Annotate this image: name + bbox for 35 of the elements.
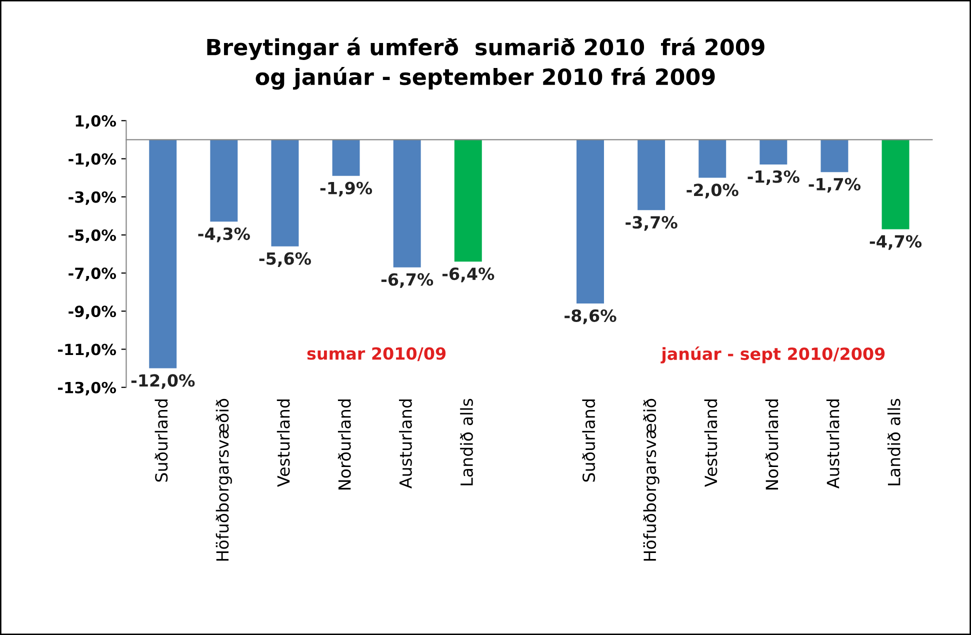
data-label: -1,3% xyxy=(748,170,800,186)
data-label: -8,6% xyxy=(564,309,616,324)
data-label: -3,7% xyxy=(626,216,678,231)
y-tick-label: 1,0% xyxy=(76,115,116,129)
x-tick-label: Suðurland xyxy=(154,400,168,482)
data-label: -5,6% xyxy=(259,252,312,267)
y-tick-label: -1,0% xyxy=(68,153,116,167)
x-tick-label: Norðurland xyxy=(765,400,778,490)
data-label: -6,7% xyxy=(381,273,434,288)
y-tick-label: -7,0% xyxy=(68,268,116,282)
y-tick-label: -13,0% xyxy=(58,382,116,396)
x-tick-label: Landið alls xyxy=(887,398,900,486)
y-tick-label: -9,0% xyxy=(68,306,116,320)
x-tick-label: Austurland xyxy=(826,400,840,488)
data-label: -4,3% xyxy=(198,227,250,242)
annotation: sumar 2010/09 xyxy=(307,347,446,362)
x-tick-label: Vesturland xyxy=(704,400,718,487)
y-tick-label: -3,0% xyxy=(68,191,116,205)
annotation: janúar - sept 2010/2009 xyxy=(660,346,885,364)
y-tick-label: -11,0% xyxy=(58,344,116,358)
x-tick-label: Vesturland xyxy=(276,400,290,487)
chart-title: Breytingar á umferð sumarið 2010 frá 2009 og janúar - september 2010 frá 2009 xyxy=(207,37,764,90)
data-label: -4,7% xyxy=(870,235,922,250)
data-label: -12,0% xyxy=(131,374,195,389)
x-tick-label: Austurland xyxy=(399,400,412,488)
x-tick-label: Landið alls xyxy=(460,398,473,486)
data-label: -1,9% xyxy=(320,182,372,196)
x-tick-label: Norðurland xyxy=(338,400,351,490)
x-tick-label: Höfuðborgarsvæðið xyxy=(216,398,232,561)
data-label: -6,4% xyxy=(442,267,494,282)
x-tick-label: Suðurland xyxy=(582,400,596,482)
x-tick-label: Höfuðborgarsvæðið xyxy=(643,398,660,561)
data-label: -1,7% xyxy=(808,178,861,193)
y-tick-label: -5,0% xyxy=(68,229,116,243)
data-label: -2,0% xyxy=(686,184,738,198)
